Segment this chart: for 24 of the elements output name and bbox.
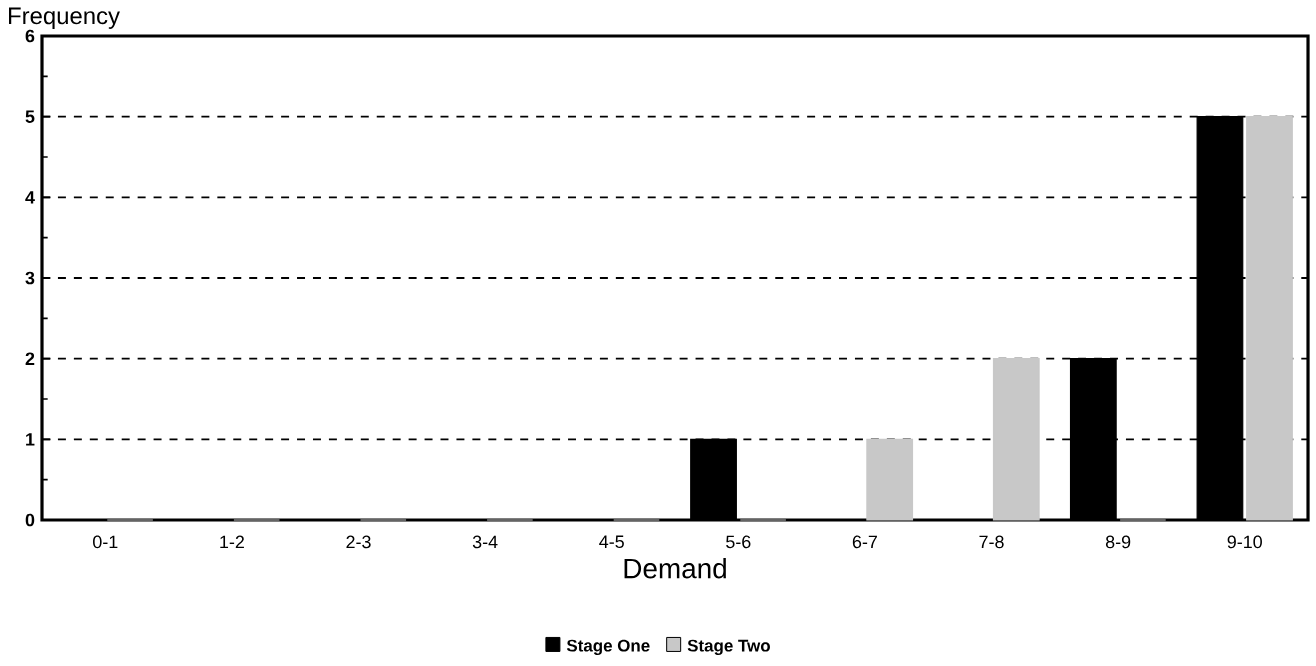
y-axis-title: Frequency [9,7,120,29]
x-tick-label: 6-7 [852,535,877,549]
y-tick-label: 5 [25,110,35,123]
legend-label: Stage One [566,639,650,656]
legend-label: Stage Two [687,639,770,656]
bar [866,438,914,521]
y-tick-label: 6 [25,29,35,43]
y-tick-label: 3 [25,271,35,285]
x-tick-label: 0-1 [93,535,118,549]
x-tick-label: 7-8 [979,535,1004,549]
y-tick-label: 2 [25,352,35,365]
y-tick-label: 1 [26,433,35,446]
bar [1246,116,1293,521]
x-tick-label: 5-6 [726,535,751,549]
y-tick-label: 0 [25,513,35,527]
x-tick-label: 9-10 [1227,535,1262,549]
x-tick-label: 8-9 [1105,535,1131,549]
x-axis-title: Demand [624,557,726,579]
x-tick-label: 3-4 [472,535,498,549]
x-tick-label: 4-5 [599,535,624,549]
bar [992,358,1040,521]
x-tick-label: 2-3 [346,535,371,549]
y-tick-label: 4 [25,191,35,204]
x-tick-label: 1-2 [220,535,244,549]
